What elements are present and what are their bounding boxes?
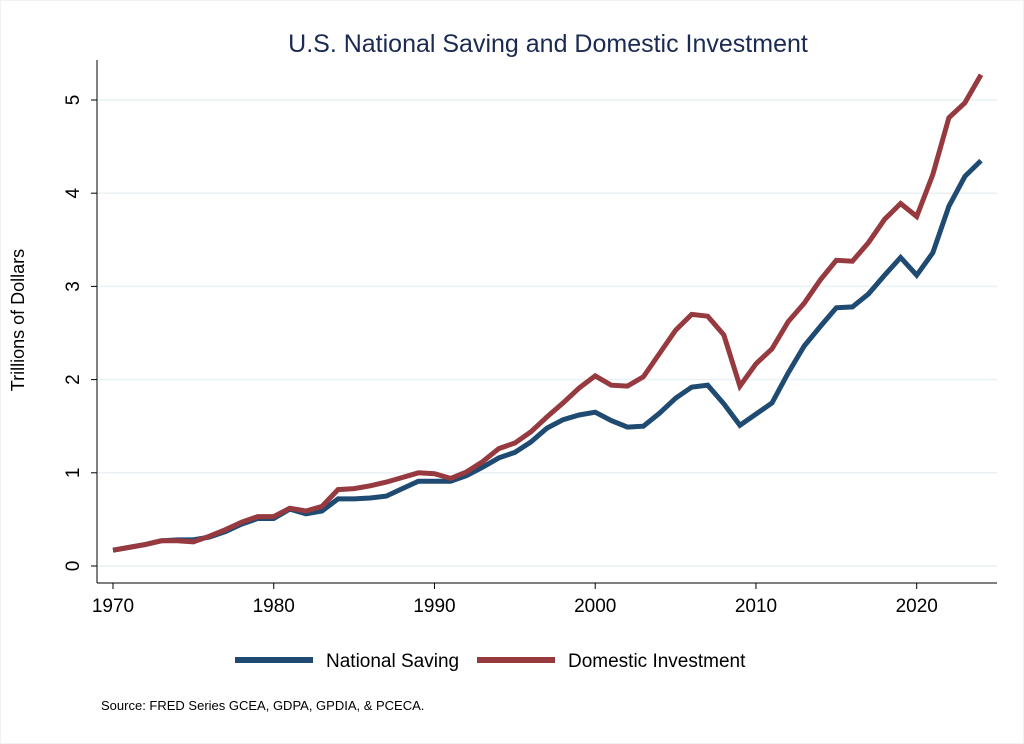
y-tick-label: 4 <box>63 187 84 198</box>
x-tick-label: 1990 <box>413 596 455 617</box>
legend-item: Domestic Investment <box>477 651 746 672</box>
y-tick-label: 3 <box>63 281 84 292</box>
y-tick-label: 2 <box>63 374 84 385</box>
chart-title: U.S. National Saving and Domestic Invest… <box>288 30 808 58</box>
x-tick-label: 1980 <box>253 596 295 617</box>
gridlines <box>98 99 997 567</box>
series-lines <box>112 73 984 553</box>
legend-item: National Saving <box>235 651 459 672</box>
y-tick-label: 1 <box>63 468 84 479</box>
series-line-domestic-investment <box>112 73 984 553</box>
y-axis-label: Trillions of Dollars <box>8 249 28 391</box>
axes: 0 1 2 3 4 5 1970 1980 1990 2000 2010 2020 <box>63 60 997 617</box>
legend-label: Domestic Investment <box>568 651 746 672</box>
x-tick-label: 2020 <box>896 596 938 617</box>
x-tick-label: 2010 <box>735 596 777 617</box>
x-tick-label: 2000 <box>574 596 616 617</box>
source-note: Source: FRED Series GCEA, GDPA, GPDIA, &… <box>101 698 424 713</box>
legend-label: National Saving <box>326 651 459 672</box>
y-tick-label: 5 <box>63 95 84 106</box>
legend: National Saving Domestic Investment <box>235 651 746 672</box>
y-tick-label: 0 <box>63 561 84 572</box>
series-line-national-saving <box>112 158 983 553</box>
x-tick-label: 1970 <box>92 596 134 617</box>
